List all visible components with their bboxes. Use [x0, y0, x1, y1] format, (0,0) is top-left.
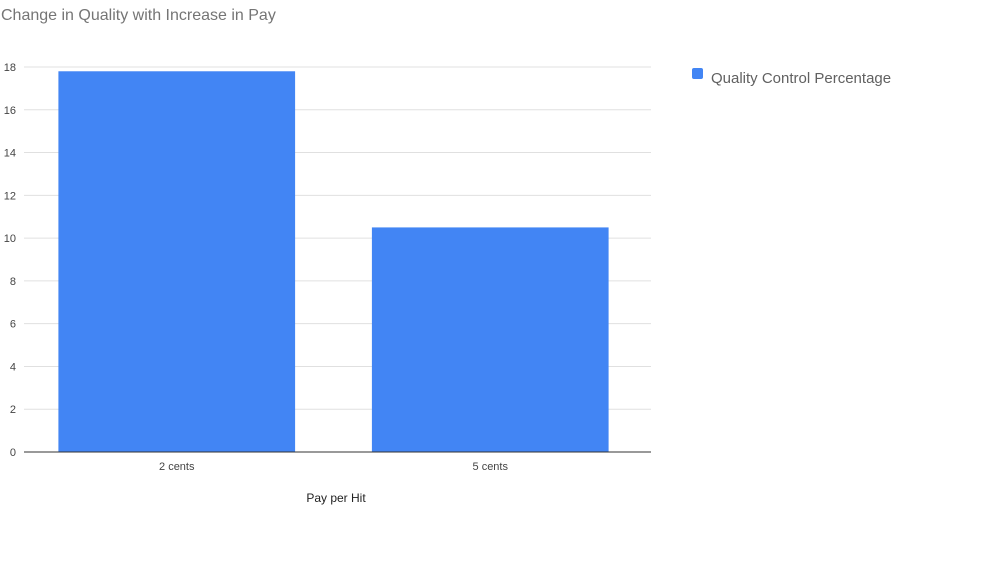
- x-tick-label: 5 cents: [473, 461, 509, 473]
- y-axis-tick-labels: 0 2 4 6 8 10 12 14 16 18: [4, 62, 16, 459]
- y-tick-label: 18: [4, 62, 16, 74]
- y-tick-label: 8: [10, 276, 16, 288]
- bar[interactable]: [58, 71, 296, 453]
- legend: Quality Control Percentage: [692, 68, 891, 87]
- y-tick-label: 6: [10, 319, 16, 331]
- x-axis-tick-labels: 2 cents 5 cents: [159, 461, 508, 473]
- x-axis-title: Pay per Hit: [306, 491, 366, 505]
- y-tick-label: 2: [10, 404, 16, 416]
- legend-swatch: [692, 68, 703, 79]
- chart-title: Change in Quality with Increase in Pay: [1, 7, 276, 24]
- y-tick-label: 4: [10, 361, 16, 373]
- legend-label: Quality Control Percentage: [711, 70, 891, 87]
- bar[interactable]: [371, 227, 609, 452]
- bars: [58, 71, 609, 453]
- y-tick-label: 10: [4, 233, 16, 245]
- y-tick-label: 0: [10, 447, 16, 459]
- y-tick-label: 16: [4, 105, 16, 117]
- y-tick-label: 12: [4, 190, 16, 202]
- y-tick-label: 14: [4, 148, 16, 160]
- x-tick-label: 2 cents: [159, 461, 195, 473]
